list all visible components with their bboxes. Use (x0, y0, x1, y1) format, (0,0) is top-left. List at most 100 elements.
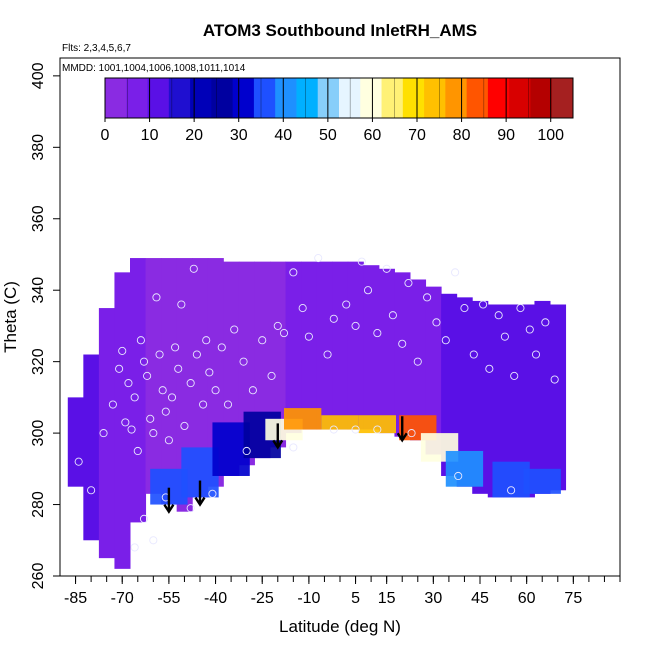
observation-point (186, 379, 195, 388)
colorbar-segment (509, 78, 531, 118)
y-tick-label: 260 (30, 563, 47, 590)
field-cell (161, 258, 178, 505)
observation-point (217, 343, 226, 352)
field-cell (487, 304, 504, 498)
observation-point (454, 471, 463, 481)
colorbar-segment (253, 78, 276, 118)
field-cell (83, 354, 100, 541)
observation-point (510, 371, 519, 380)
observation-point (202, 336, 211, 345)
field-cell (254, 261, 271, 459)
observation-point (407, 429, 416, 438)
down-arrow-icon (396, 416, 408, 443)
x-tick-label: -25 (251, 590, 274, 607)
observation-point (143, 371, 152, 380)
colorbar-segment (126, 78, 148, 118)
observation-point (373, 329, 382, 338)
y-tick-label: 400 (30, 62, 47, 89)
x-tick-label: -10 (297, 590, 320, 607)
down-arrow-icon (272, 423, 284, 450)
field-cell (285, 261, 302, 434)
arrow-head (272, 439, 284, 450)
observation-point (208, 489, 217, 498)
observation-point (87, 486, 96, 495)
observation-point (211, 386, 220, 395)
observation-point (248, 386, 257, 395)
observation-point (130, 543, 139, 552)
observation-point (186, 504, 195, 513)
moist-layer-cell (284, 408, 322, 430)
field-cell (441, 293, 458, 476)
observation-point (149, 429, 158, 438)
y-tick-label: 380 (30, 134, 47, 161)
observation-point (485, 364, 494, 373)
observation-point (469, 350, 478, 359)
field-cell (316, 261, 333, 430)
field-cell (534, 300, 551, 494)
colorbar-segment (381, 78, 404, 118)
observation-point (167, 393, 177, 402)
x-tick-label: 15 (378, 590, 396, 607)
field-cell (378, 268, 395, 434)
observation-point (273, 321, 282, 330)
observation-point (115, 364, 124, 373)
observation-point (494, 311, 503, 320)
colorbar-segment (551, 78, 574, 118)
field-cell (550, 304, 567, 491)
observation-point (531, 350, 541, 359)
field-cell (130, 258, 147, 523)
observation-points (74, 254, 559, 552)
observation-point (124, 379, 133, 388)
colorbar-segment (466, 78, 489, 118)
colorbar-segment (339, 78, 361, 118)
field-cell (410, 279, 427, 441)
colorbar-tick-label: 60 (364, 127, 382, 144)
y-tick-label: 280 (30, 491, 47, 518)
observation-point (516, 304, 525, 313)
colorbar-segment (487, 78, 510, 118)
colorbar-tick-label: 40 (274, 127, 292, 144)
observation-point (155, 350, 164, 359)
moist-layer-cell (358, 415, 396, 434)
colorbar-segment (147, 78, 170, 118)
observation-point (525, 325, 534, 334)
observation-point (451, 268, 460, 277)
observation-point (404, 279, 413, 288)
field-cell (301, 261, 318, 430)
observation-point (413, 357, 422, 366)
observation-point (423, 293, 432, 302)
field-cell (347, 261, 364, 430)
observation-point (242, 446, 251, 456)
observation-point (351, 425, 360, 434)
colorbar-tick-label: 10 (141, 127, 159, 144)
y-axis: 260 280 300 320 340 360 380 400 (30, 62, 60, 589)
observation-point (136, 336, 145, 345)
field-cell (425, 286, 442, 455)
colorbar-segment (530, 78, 553, 118)
chart-title: ATOM3 Southbound InletRH_AMS (203, 21, 477, 40)
colorbar-tick-label: 90 (497, 127, 515, 144)
field-cell (503, 304, 520, 498)
observation-point (180, 421, 189, 431)
dates-annotation: MMDD: 1001,1004,1006,1008,1011,1014 (62, 63, 246, 74)
observation-point (258, 336, 267, 345)
colorbar-segment (402, 78, 425, 118)
x-tick-label: 75 (564, 590, 582, 607)
observation-point (373, 425, 382, 434)
field-cell (332, 261, 349, 430)
observation-point (267, 371, 276, 380)
y-tick-label: 360 (30, 205, 47, 232)
colorbar-segment (360, 78, 382, 118)
colorbar-tick-label: 80 (453, 127, 471, 144)
observation-point (298, 304, 307, 313)
tropopause-arrows (163, 416, 408, 514)
observation-point (239, 357, 248, 366)
observation-point (164, 436, 173, 445)
colorbar-tick-label: 50 (319, 127, 337, 144)
colorbar-tick-label: 20 (185, 127, 203, 144)
x-tick-label: 5 (351, 590, 360, 607)
observation-point (118, 346, 127, 355)
colorbar-segment (168, 78, 191, 118)
observation-point (158, 386, 167, 395)
observation-point (351, 321, 360, 330)
